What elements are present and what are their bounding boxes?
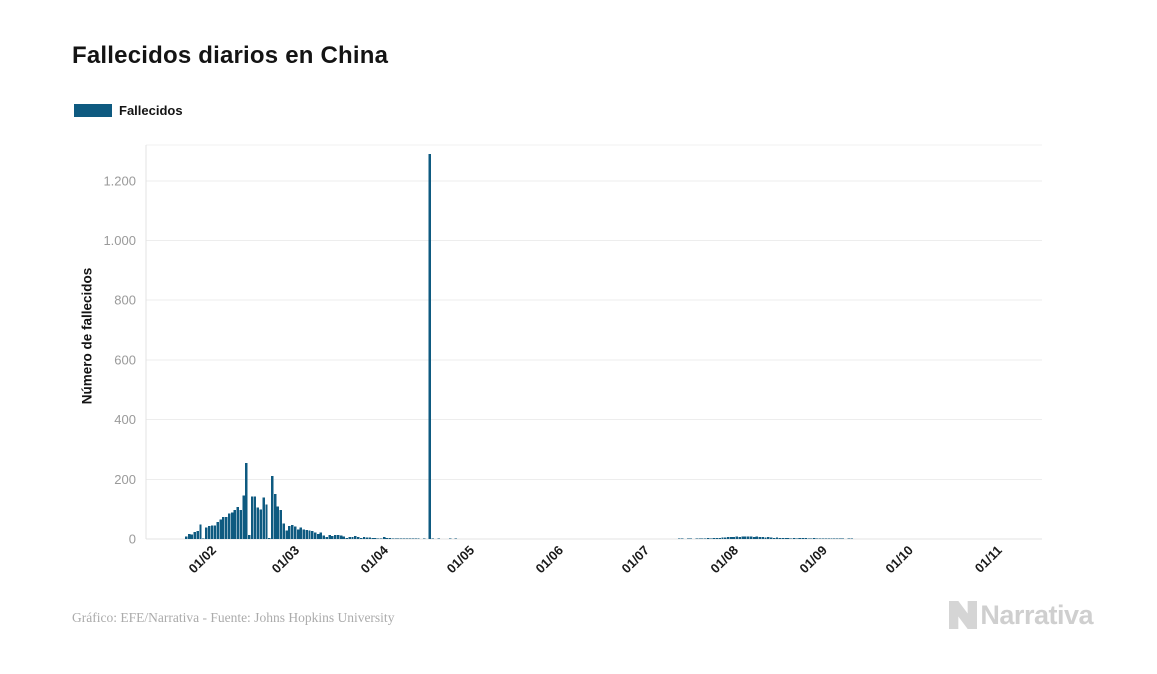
svg-text:01/10: 01/10 [882, 543, 916, 577]
svg-text:200: 200 [114, 472, 136, 487]
svg-text:01/06: 01/06 [532, 543, 566, 577]
svg-text:01/11: 01/11 [972, 543, 1005, 576]
legend-item-fallecidos[interactable]: Fallecidos [74, 103, 183, 118]
svg-text:0: 0 [129, 532, 136, 547]
source-credit: Gráfico: EFE/Narrativa - Fuente: Johns H… [72, 610, 395, 625]
svg-text:01/04: 01/04 [358, 542, 392, 576]
svg-text:1.000: 1.000 [103, 233, 136, 248]
legend: Fallecidos [74, 103, 183, 118]
svg-text:400: 400 [114, 412, 136, 427]
svg-text:01/03: 01/03 [269, 543, 303, 577]
page-title: Fallecidos diarios en China [72, 42, 389, 69]
svg-text:01/08: 01/08 [707, 543, 741, 577]
svg-text:800: 800 [114, 293, 136, 308]
svg-text:01/07: 01/07 [619, 543, 653, 577]
legend-swatch [74, 104, 112, 117]
legend-label: Fallecidos [119, 103, 183, 118]
narrativa-logo-icon [949, 601, 978, 629]
svg-text:01/05: 01/05 [444, 543, 478, 577]
svg-text:01/09: 01/09 [796, 543, 830, 577]
svg-text:600: 600 [114, 352, 136, 367]
svg-text:1.200: 1.200 [103, 173, 136, 188]
svg-text:01/02: 01/02 [185, 543, 219, 577]
narrativa-logo: Narrativa [949, 600, 1093, 630]
narrativa-logo-text: Narrativa [980, 600, 1093, 630]
